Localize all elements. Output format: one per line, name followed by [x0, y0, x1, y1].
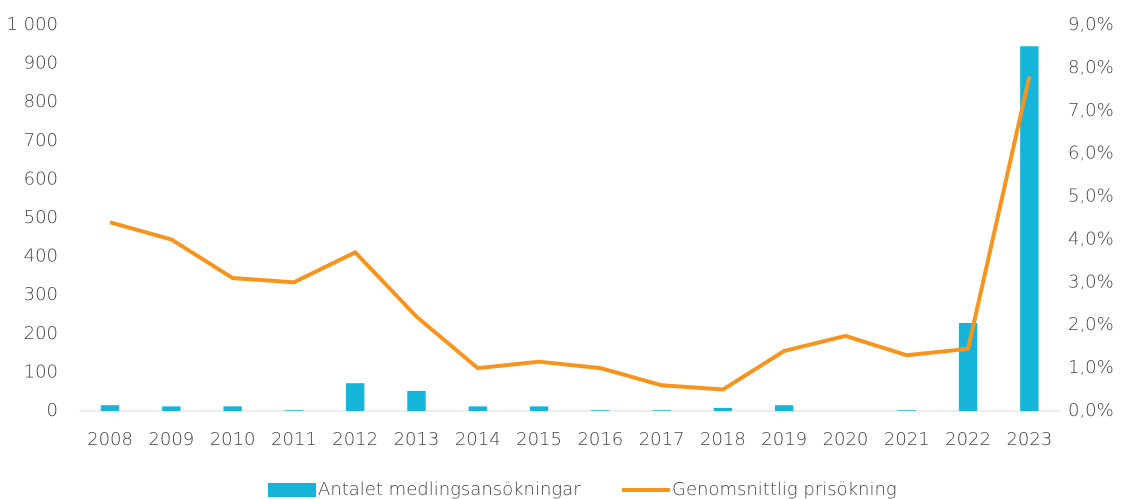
y2-tick-label: 7,0% [1068, 100, 1114, 121]
bar [100, 405, 120, 411]
y2-tick-label: 0,0% [1068, 400, 1114, 421]
x-tick-label: 2010 [210, 429, 256, 450]
y2-tick-label: 5,0% [1068, 186, 1114, 207]
x-tick-label: 2014 [455, 429, 501, 450]
y-tick-label: 500 [24, 207, 58, 228]
bar [713, 407, 733, 411]
bar [1020, 46, 1039, 411]
y-tick-label: 600 [24, 168, 58, 189]
legend-label: Genomsnittlig prisökning [672, 479, 897, 499]
y-tick-label: 400 [24, 246, 58, 267]
x-tick-label: 2017 [639, 429, 685, 450]
x-tick-label: 2012 [332, 429, 378, 450]
y-tick-label: 800 [24, 91, 58, 112]
bar [529, 406, 549, 411]
legend-swatch [268, 483, 316, 497]
y2-tick-label: 8,0% [1068, 57, 1114, 78]
x-tick-label: 2023 [1006, 429, 1052, 450]
y2-tick-label: 9,0% [1068, 14, 1114, 35]
bar [346, 383, 365, 411]
bar [468, 406, 487, 411]
bar [652, 410, 671, 411]
bar [897, 410, 916, 411]
bar [591, 410, 610, 411]
bar [162, 406, 181, 411]
y2-tick-label: 4,0% [1068, 228, 1114, 249]
y2-tick-label: 3,0% [1068, 271, 1114, 292]
x-tick-label: 2022 [945, 429, 991, 450]
x-tick-label: 2015 [516, 429, 562, 450]
y-tick-label: 200 [24, 323, 58, 344]
y-tick-label: 300 [24, 284, 58, 305]
y2-tick-label: 6,0% [1068, 143, 1114, 164]
y-tick-label: 0 [47, 400, 58, 421]
y-tick-label: 1 000 [6, 14, 58, 35]
bar [958, 322, 978, 411]
y-tick-label: 100 [24, 361, 58, 382]
x-tick-label: 2019 [761, 429, 807, 450]
x-tick-label: 2011 [271, 429, 317, 450]
x-tick-label: 2008 [87, 429, 133, 450]
x-tick-label: 2016 [577, 429, 623, 450]
x-tick-label: 2018 [700, 429, 746, 450]
bar [284, 410, 304, 411]
y2-tick-label: 1,0% [1068, 357, 1114, 378]
line [109, 76, 1032, 392]
y-tick-label: 900 [24, 53, 58, 74]
legend-label: Antalet medlingsansökningar [318, 479, 581, 499]
bar [775, 405, 794, 411]
x-tick-label: 2013 [394, 429, 440, 450]
bar [223, 406, 242, 411]
y-tick-label: 700 [24, 130, 58, 151]
x-tick-label: 2020 [823, 429, 869, 450]
bar [407, 390, 426, 411]
x-tick-label: 2009 [148, 429, 194, 450]
x-tick-label: 2021 [884, 429, 930, 450]
y2-tick-label: 2,0% [1068, 314, 1114, 335]
